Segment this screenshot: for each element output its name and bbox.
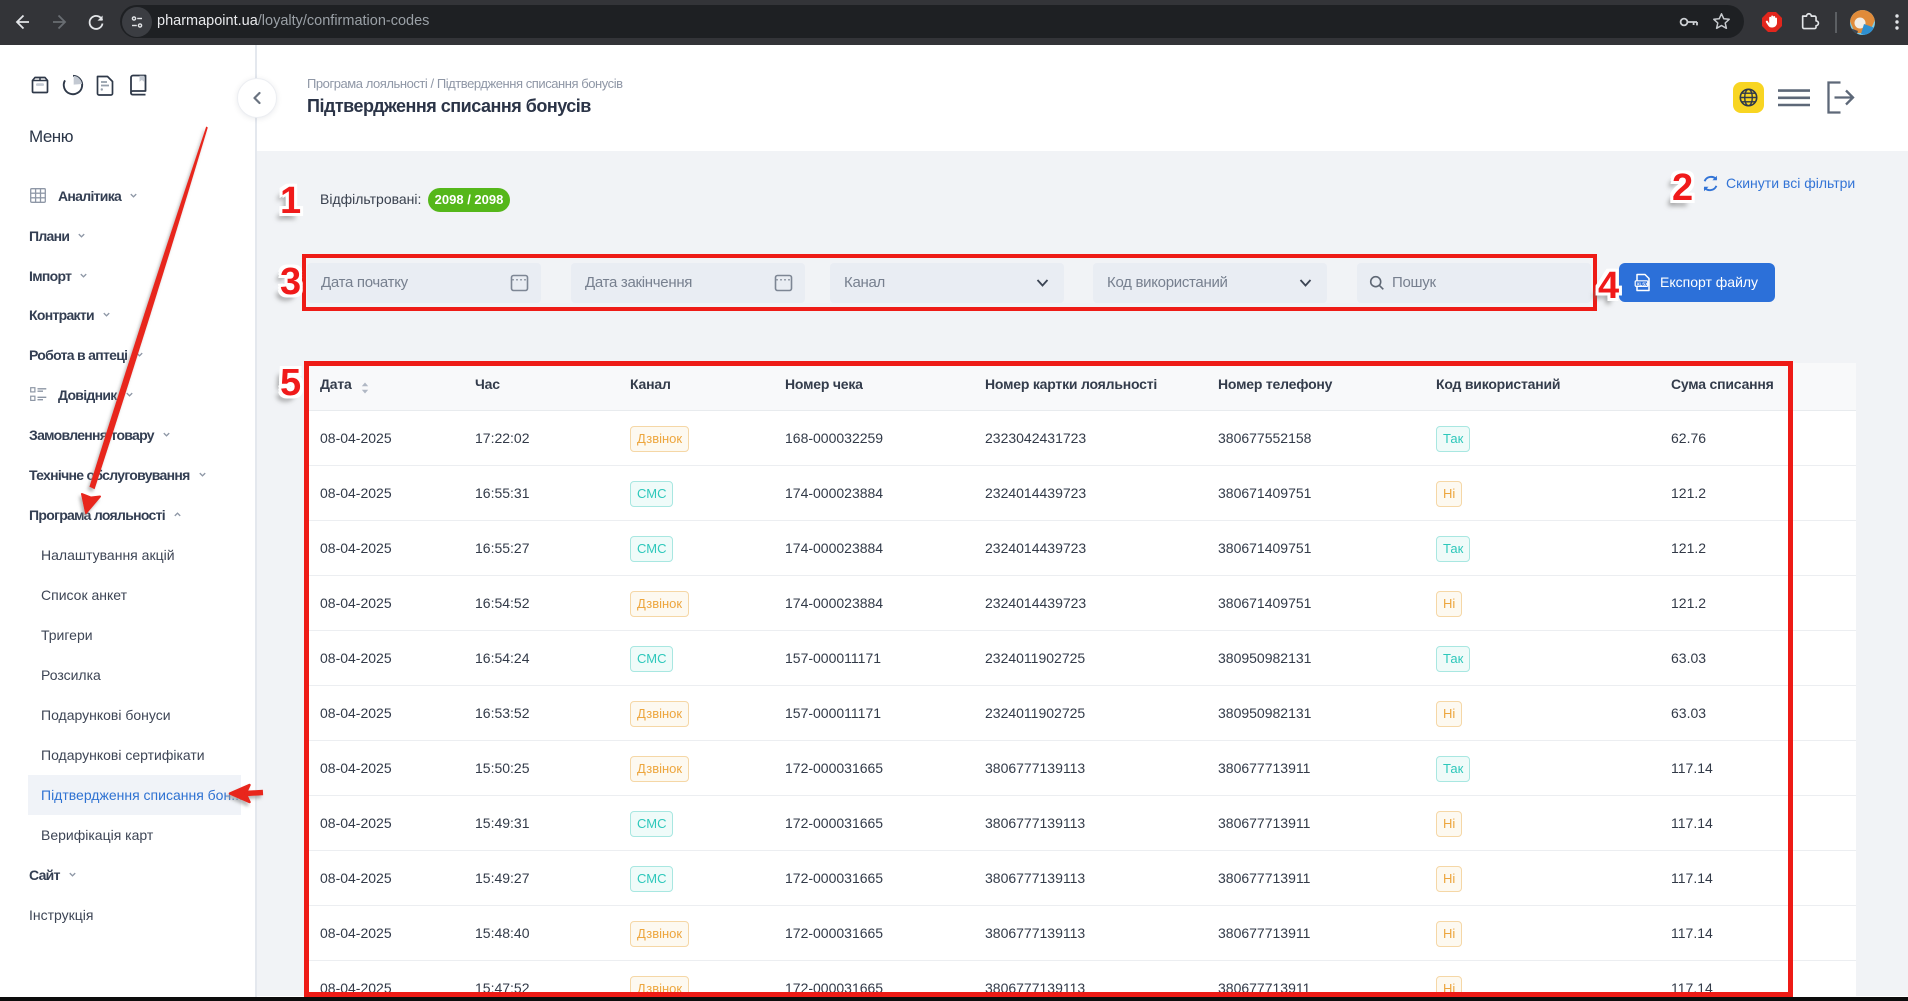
svg-text:XLSX: XLSX (1637, 281, 1649, 286)
